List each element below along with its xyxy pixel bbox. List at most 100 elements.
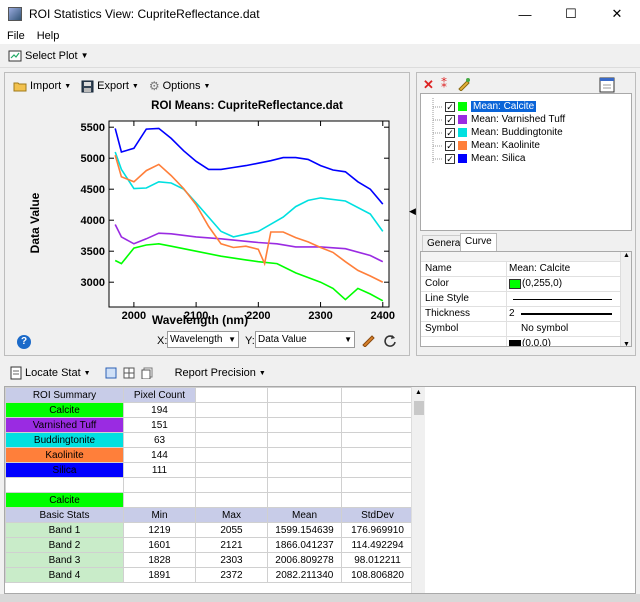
document-icon (10, 366, 22, 380)
checkbox-icon[interactable]: ✓ (445, 127, 455, 138)
locate-stat-button[interactable]: Locate Stat ▼ (10, 366, 91, 380)
grid-view-icon[interactable] (123, 367, 135, 379)
empty-cell (195, 432, 268, 448)
table-row[interactable]: Silica 111 (5, 462, 414, 478)
empty-cell (341, 462, 414, 478)
curve-panel: ✕ ⁑ ✓ Mean: Calcite ✓ Mean: Varnished Tuff ✓… (416, 72, 636, 356)
curve-list-item[interactable]: ✓ Mean: Silica (445, 152, 525, 165)
plot-toolbar: Import ▼ Export ▼ ⚙ Options ▼ (13, 79, 210, 93)
prop-row-thickness[interactable]: Thickness 2 (421, 307, 621, 322)
property-scrollbar[interactable]: ▲ ▼ (620, 252, 631, 347)
curve-list-item[interactable]: ✓ Mean: Kaolinite (445, 139, 540, 152)
menu-help[interactable]: Help (36, 30, 60, 42)
table-row[interactable]: Calcite 194 (5, 402, 414, 418)
prop-name-label: Name (425, 263, 452, 274)
grid-header (421, 252, 621, 262)
stat-value-cell: 2303 (195, 552, 268, 568)
scroll-up-icon[interactable]: ▲ (623, 252, 630, 259)
close-button[interactable]: ✕ (611, 6, 623, 21)
report-precision-button[interactable]: Report Precision ▼ (175, 367, 266, 379)
prop-row-name[interactable]: Name Mean: Calcite (421, 262, 621, 277)
single-view-icon[interactable] (105, 367, 117, 379)
checkbox-icon[interactable]: ✓ (445, 114, 455, 125)
column-header: ROI Summary (5, 387, 124, 403)
pencil-icon[interactable] (361, 333, 375, 347)
table-row[interactable]: Buddingtonite 63 (5, 432, 414, 448)
color-swatch (458, 115, 467, 124)
scroll-thumb[interactable] (414, 401, 424, 415)
column-header: Min (123, 507, 196, 523)
select-plot-button[interactable]: Select Plot ▼ (8, 50, 89, 62)
scroll-down-icon[interactable]: ▼ (623, 341, 630, 347)
export-button[interactable]: Export ▼ (81, 79, 139, 93)
prop-row-partial[interactable]: (0,0,0) (421, 337, 621, 347)
maximize-button[interactable]: ☐ (565, 6, 577, 21)
checkbox-icon[interactable]: ✓ (445, 101, 455, 112)
delete-all-icon[interactable]: ⁑ (441, 77, 447, 91)
prop-row-color[interactable]: Color (0,255,0) (421, 277, 621, 292)
roi-name-cell: Silica (5, 462, 124, 478)
tab-curve[interactable]: Curve (460, 233, 497, 251)
properties-icon[interactable] (599, 77, 615, 93)
table-row[interactable]: Band 3 1828 2303 2006.809278 98.012211 (5, 552, 414, 568)
empty-cell (267, 447, 342, 463)
delete-curve-icon[interactable]: ✕ (423, 77, 434, 92)
options-button[interactable]: ⚙ Options ▼ (149, 79, 211, 93)
table-header-row[interactable]: ROI Summary Pixel Count (5, 387, 414, 403)
table-row[interactable]: Varnished Tuff 151 (5, 417, 414, 433)
checkbox-icon[interactable]: ✓ (445, 140, 455, 151)
x-axis-select[interactable]: Wavelength ▼ (167, 331, 239, 348)
series-line-varnished-tuff (114, 224, 384, 263)
prop-row-symbol[interactable]: Symbol No symbol (421, 322, 621, 337)
column-header: Mean (267, 507, 342, 523)
minimize-button[interactable]: — (518, 6, 532, 22)
top-toolbar: Select Plot ▼ (0, 44, 640, 68)
stats-header-row[interactable]: Basic Stats Min Max Mean StdDev (5, 507, 414, 523)
table-row-blank[interactable] (5, 477, 414, 493)
x-tick-label: 2300 (308, 310, 332, 322)
prop-row-linestyle[interactable]: Line Style (421, 292, 621, 307)
splitter-arrow-icon[interactable]: ◀ (409, 206, 416, 216)
menu-file[interactable]: File (7, 30, 25, 42)
curve-list-item[interactable]: ✓ Mean: Buddingtonite (445, 126, 563, 139)
edit-curve-icon[interactable] (457, 77, 471, 91)
prop-partial-value: (0,0,0) (522, 338, 551, 347)
export-label: Export (97, 80, 129, 92)
stats-toolbar: Locate Stat ▼ Report Precision ▼ (0, 362, 640, 384)
chevron-down-icon: ▼ (203, 82, 211, 90)
color-swatch (458, 154, 467, 163)
table-row[interactable]: Calcite (5, 492, 414, 508)
y-axis-select[interactable]: Data Value ▼ (255, 331, 355, 348)
table-row[interactable]: Band 2 1601 2121 1866.041237 114.492294 (5, 537, 414, 553)
series-line-buddingtonite (114, 151, 384, 238)
stat-value-cell: 2372 (195, 567, 268, 583)
checkbox-icon[interactable]: ✓ (445, 153, 455, 164)
table-row[interactable]: Kaolinite 144 (5, 447, 414, 463)
copy-icon[interactable] (141, 367, 153, 379)
prop-partial-cell: (0,0,0) (506, 337, 618, 347)
import-button[interactable]: Import ▼ (13, 79, 71, 93)
curve-list-item[interactable]: ✓ Mean: Varnished Tuff (445, 113, 565, 126)
y-axis-label: Data Value (28, 192, 42, 253)
stat-value-cell: 114.492294 (341, 537, 414, 553)
empty-cell (341, 417, 414, 433)
stat-value-cell: 2082.211340 (267, 567, 342, 583)
y-tick-label: 4500 (81, 184, 105, 196)
table-scrollbar[interactable]: ▲ (411, 387, 425, 593)
roi-means-chart[interactable]: ROI Means: CupriteReflectance.dat 2000 21… (5, 95, 409, 327)
chevron-down-icon: ▼ (64, 82, 72, 90)
empty-cell (195, 417, 268, 433)
table-row[interactable]: Band 1 1219 2055 1599.154639 176.969910 (5, 522, 414, 538)
scroll-up-icon[interactable]: ▲ (415, 389, 422, 396)
table-row[interactable]: Band 4 1891 2372 2082.211340 108.806820 (5, 567, 414, 583)
save-icon (81, 80, 94, 92)
x-tick-label: 2000 (122, 310, 146, 322)
help-icon[interactable]: ? (17, 335, 31, 349)
refresh-icon[interactable] (383, 333, 397, 347)
stat-value-cell: 1891 (123, 567, 196, 583)
curve-list-item[interactable]: ✓ Mean: Calcite (445, 100, 537, 113)
empty-cell (341, 492, 414, 508)
pixel-count-cell: 111 (123, 462, 196, 478)
stat-value-cell: 1599.154639 (267, 522, 342, 538)
prop-linestyle-label: Line Style (425, 293, 469, 304)
